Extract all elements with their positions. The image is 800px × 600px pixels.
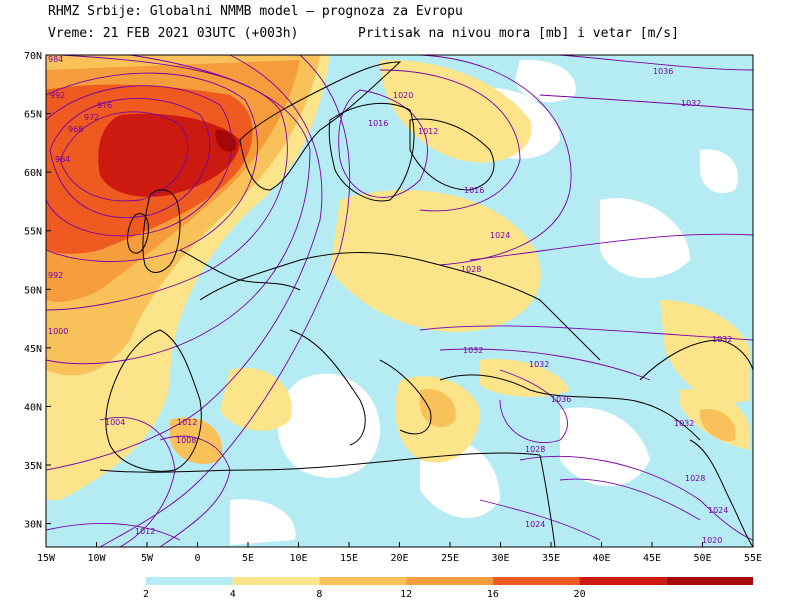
isobar-labels: 992 964 968 972 976 984 992 1000 1004 10… <box>48 55 732 545</box>
longitude-axis: 15W 10W 5W 0 5E 10E 15E 20E 25E 30E 35E 40E 45E 50E 55… <box>37 542 762 564</box>
longitude-tick-label: 50E <box>693 553 711 564</box>
colorbar-swatch <box>319 577 407 585</box>
longitude-tick-label: 35E <box>542 553 560 564</box>
map-title: RHMZ Srbije: Globalni NMMB model – progn… <box>48 4 463 19</box>
isobar-label: 1032 <box>674 419 694 428</box>
isobar-label: 1016 <box>368 119 388 128</box>
colorbar-tick-label: 4 <box>230 589 236 600</box>
wind-speed-colorbar: 2 4 8 12 16 20 <box>143 577 753 600</box>
isobar-label: 968 <box>68 125 83 134</box>
isobar-label: 1000 <box>48 327 68 336</box>
longitude-tick-label: 5E <box>242 553 254 564</box>
isobar-label: 1012 <box>177 418 197 427</box>
isobar-label: 1024 <box>708 506 728 515</box>
isobar-label: 1024 <box>490 231 510 240</box>
latitude-tick-label: 50N <box>24 285 42 296</box>
isobar-label: 972 <box>84 113 99 122</box>
forecast-time: Vreme: 21 FEB 2021 03UTC (+003h) <box>48 26 299 41</box>
longitude-tick-label: 0 <box>194 553 200 564</box>
colorbar-tick-label: 20 <box>574 589 586 600</box>
longitude-tick-label: 5W <box>141 553 154 564</box>
isobar-label: 1028 <box>685 474 705 483</box>
isobar-label: 964 <box>55 155 70 164</box>
colorbar-tick-label: 12 <box>400 589 412 600</box>
isobar-label: 1012 <box>135 527 155 536</box>
isobar-label: 992 <box>50 91 65 100</box>
colorbar-tick-label: 8 <box>316 589 322 600</box>
longitude-tick-label: 15W <box>37 553 56 564</box>
variable-title: Pritisak na nivou mora [mb] i vetar [m/s… <box>358 26 679 41</box>
colorbar-swatch <box>666 577 753 585</box>
isobar-label: 1004 <box>105 418 125 427</box>
longitude-tick-label: 40E <box>592 553 610 564</box>
longitude-tick-label: 30E <box>491 553 509 564</box>
isobar-label: 1024 <box>525 520 545 529</box>
isobar-label: 1028 <box>525 445 545 454</box>
isobar-label: 1008 <box>176 436 196 445</box>
isobar-label: 1032 <box>681 99 701 108</box>
longitude-tick-label: 45E <box>643 553 661 564</box>
colorbar-swatch <box>232 577 320 585</box>
longitude-tick-label: 20E <box>390 553 408 564</box>
isobar-label: 1020 <box>702 536 722 545</box>
isobar-label: 1036 <box>551 395 571 404</box>
isobar-label: 1032 <box>463 346 483 355</box>
isobar-label: 992 <box>48 271 63 280</box>
longitude-tick-label: 15E <box>340 553 358 564</box>
isobar-label: 976 <box>97 101 112 110</box>
isobars <box>45 54 754 548</box>
isobar-label: 1028 <box>461 265 481 274</box>
isobar-label: 1036 <box>653 67 673 76</box>
latitude-tick-label: 65N <box>24 110 42 121</box>
isobar-label: 1012 <box>418 127 438 136</box>
latitude-tick-label: 30N <box>24 520 42 531</box>
latitude-tick-label: 35N <box>24 461 42 472</box>
longitude-tick-label: 25E <box>441 553 459 564</box>
colorbar-swatch <box>492 577 580 585</box>
isobar-label: 1016 <box>464 186 484 195</box>
latitude-tick-label: 60N <box>24 168 42 179</box>
longitude-tick-label: 10W <box>87 553 106 564</box>
colorbar-swatch <box>406 577 493 585</box>
latitude-axis: 70N 65N 60N 55N 50N 45N 40N 35N 30N <box>24 51 51 531</box>
latitude-tick-label: 70N <box>24 51 42 62</box>
isobar-label: 1032 <box>529 360 549 369</box>
colorbar-tick-label: 2 <box>143 589 149 600</box>
colorbar-swatch <box>146 577 233 585</box>
isobar-label: 984 <box>48 55 63 64</box>
coastlines <box>99 61 754 548</box>
latitude-tick-label: 40N <box>24 402 42 413</box>
latitude-tick-label: 45N <box>24 344 42 355</box>
isobar-label: 1020 <box>393 91 413 100</box>
longitude-tick-label: 10E <box>289 553 307 564</box>
longitude-tick-label: 55E <box>744 553 762 564</box>
colorbar-swatch <box>579 577 667 585</box>
colorbar-tick-label: 16 <box>487 589 499 600</box>
latitude-tick-label: 55N <box>24 227 42 238</box>
isobar-label: 1032 <box>712 335 732 344</box>
